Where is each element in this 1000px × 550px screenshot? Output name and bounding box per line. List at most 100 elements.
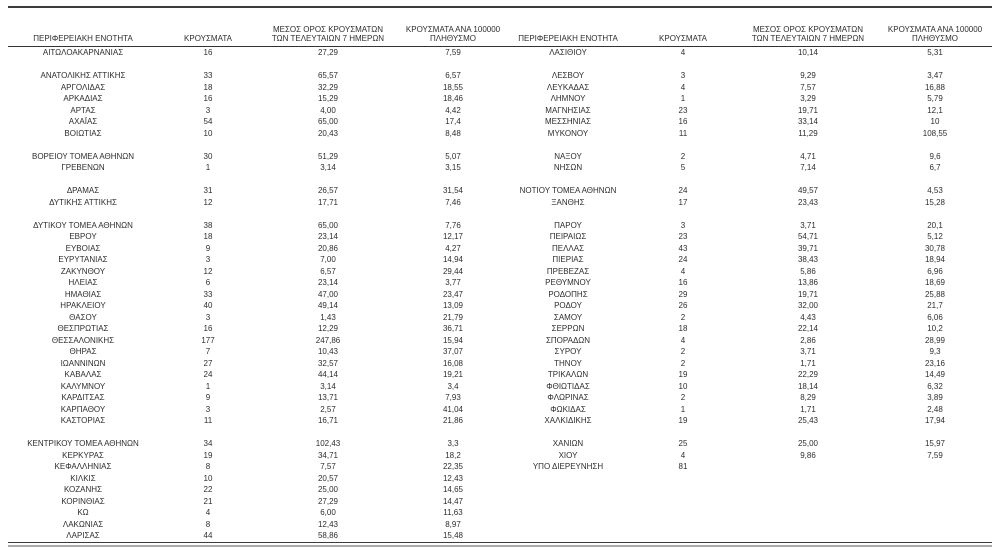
cell: 16: [203, 48, 213, 57]
cell: 54,71: [797, 232, 819, 241]
cell: ΠΑΡΟΥ: [554, 220, 582, 230]
cell: 177: [201, 335, 215, 345]
cell: 23,16: [924, 358, 946, 368]
cell: [738, 427, 878, 439]
cell: 7,59: [927, 450, 943, 460]
cell: 25,00: [797, 439, 819, 448]
cell: 7,57: [800, 82, 816, 92]
cell: 15,94: [442, 335, 464, 345]
cell: [738, 59, 878, 71]
cell: 17: [678, 197, 688, 207]
cell: 65,57: [317, 71, 339, 80]
cell: 10: [678, 381, 688, 391]
cell: [628, 496, 738, 508]
cell: ΣΥΡΟΥ: [554, 347, 582, 356]
cell: 38,43: [797, 255, 819, 264]
cell: 29,44: [442, 266, 464, 276]
cell: 15,28: [924, 197, 946, 207]
cell: 1,43: [320, 312, 336, 322]
table-row: ΚΕΦΑΛΛΗΝΙΑΣ 8 7,57 22,35 ΥΠΟ ΔΙΕΡΕΥΝΗΣΗ 81: [8, 461, 992, 473]
regional-unit-cases-table: ΠΕΡΙΦΕΡΕΙΑΚΗ ΕΝΟΤΗΤΑ ΚΡΟΥΣΜΑΤΑ ΜΕΣΟΣ ΟΡΟΣ …: [8, 6, 992, 543]
cell: ΕΥΡΥΤΑΝΙΑΣ: [58, 255, 108, 264]
cell: [158, 208, 258, 220]
cell: 17,4: [445, 117, 461, 126]
cell: 5,07: [445, 151, 461, 161]
cell: [628, 427, 738, 439]
cell: [878, 174, 992, 186]
table-row: ΔΥΤΙΚΟΥ ΤΟΜΕΑ ΑΘΗΝΩΝ 38 65,00 7,76 ΠΑΡΟΥ 3 3,7…: [8, 220, 992, 232]
cell: 13,09: [442, 301, 464, 310]
cell: 18,94: [924, 255, 946, 264]
cell: 9,86: [800, 450, 816, 460]
cell: ΑΡΤΑΣ: [70, 105, 96, 115]
cell: 247,86: [315, 335, 341, 345]
table-row: ΚΟΖΑΝΗΣ 22 25,00 14,65: [8, 484, 992, 496]
cell: 6,06: [927, 312, 943, 322]
cell: [628, 484, 738, 496]
column-header-cases-left: ΚΡΟΥΣΜΑΤΑ: [158, 7, 258, 47]
cell: [738, 208, 878, 220]
cell: 8: [205, 462, 211, 471]
cell: 1: [680, 404, 686, 414]
cell: [8, 208, 158, 220]
cell: ΠΙΕΡΙΑΣ: [552, 255, 584, 264]
cell: 39,71: [797, 243, 819, 253]
cell: ΚΙΛΚΙΣ: [70, 473, 96, 483]
cell: [508, 139, 628, 151]
cell: 44: [158, 530, 258, 543]
cell: 12,43: [442, 473, 464, 483]
cell: 58,86: [258, 530, 398, 543]
cell: 41,04: [442, 404, 464, 414]
cell: ΚΕΝΤΡΙΚΟΥ ΤΟΜΕΑ ΑΘΗΝΩΝ: [27, 439, 139, 448]
cell: 3,29: [800, 94, 816, 103]
cell: [878, 496, 992, 508]
table-row: ΘΑΣΟΥ 3 1,43 21,79 ΣΑΜΟΥ 2 4,43 6,06: [8, 312, 992, 324]
cell: 2,86: [800, 335, 816, 345]
cell: [258, 59, 398, 71]
cell: 25,43: [797, 416, 819, 425]
cell: [508, 59, 628, 71]
cell: 18: [203, 232, 213, 241]
cell: 4,00: [320, 105, 336, 115]
cell: ΚΑΛΥΜΝΟΥ: [60, 381, 106, 391]
cell: ΦΛΩΡΙΝΑΣ: [547, 393, 589, 402]
cell: 21: [203, 496, 213, 506]
cell: 14,65: [442, 485, 464, 494]
cell: [628, 519, 738, 531]
cell: 11: [678, 128, 688, 138]
cell: 14,49: [924, 370, 946, 379]
cell: ΡΟΔΟΥ: [554, 301, 582, 310]
cell: ΑΙΤΩΛΟΑΚΑΡΝΑΝΙΑΣ: [42, 48, 124, 57]
cell: [398, 139, 508, 151]
cell: 33: [203, 289, 213, 299]
cell: 18,14: [797, 381, 819, 391]
cell: 23,14: [317, 278, 339, 287]
cell: [738, 496, 878, 508]
cell: [878, 139, 992, 151]
cell: 16,08: [442, 358, 464, 368]
cell: ΚΕΦΑΛΛΗΝΙΑΣ: [54, 462, 112, 471]
cell: 7,57: [320, 462, 336, 471]
cell: ΜΕΣΣΗΝΙΑΣ: [545, 117, 591, 126]
cell: 3,89: [927, 393, 943, 402]
cell: [398, 427, 508, 439]
cell: 8,29: [800, 393, 816, 402]
cell: 21,7: [927, 301, 943, 310]
table-row: ΑΡΤΑΣ 3 4,00 4,42 ΜΑΓΝΗΣΙΑΣ 23 19,71 12,1: [8, 105, 992, 117]
cell: [878, 519, 992, 531]
column-header-regional-unit-left: ΠΕΡΙΦΕΡΕΙΑΚΗ ΕΝΟΤΗΤΑ: [8, 7, 158, 47]
cell: [8, 427, 158, 439]
table-row: ΑΡΓΟΛΙΔΑΣ 18 32,29 18,55 ΛΕΥΚΑΔΑΣ 4 7,57 16,88: [8, 82, 992, 94]
cell: 4,53: [927, 186, 943, 195]
cell: ΤΡΙΚΑΛΩΝ: [547, 370, 589, 379]
cell: [258, 139, 398, 151]
cell: ΡΟΔΟΠΗΣ: [548, 289, 588, 299]
cell: 3: [205, 312, 211, 322]
cell: 23,43: [797, 197, 819, 207]
cell: [508, 496, 628, 508]
table-row: ΑΙΤΩΛΟΑΚΑΡΝΑΝΙΑΣ 16 27,29 7,59 ΛΑΣΙΘΙΟΥ 4 10,1…: [8, 47, 992, 59]
cell: ΜΑΓΝΗΣΙΑΣ: [545, 105, 591, 115]
cell: 5,86: [800, 266, 816, 276]
table-row: ΓΡΕΒΕΝΩΝ 1 3,14 3,15 ΝΗΣΩΝ 5 7,14 6,7: [8, 162, 992, 174]
cell: 23: [678, 105, 688, 115]
